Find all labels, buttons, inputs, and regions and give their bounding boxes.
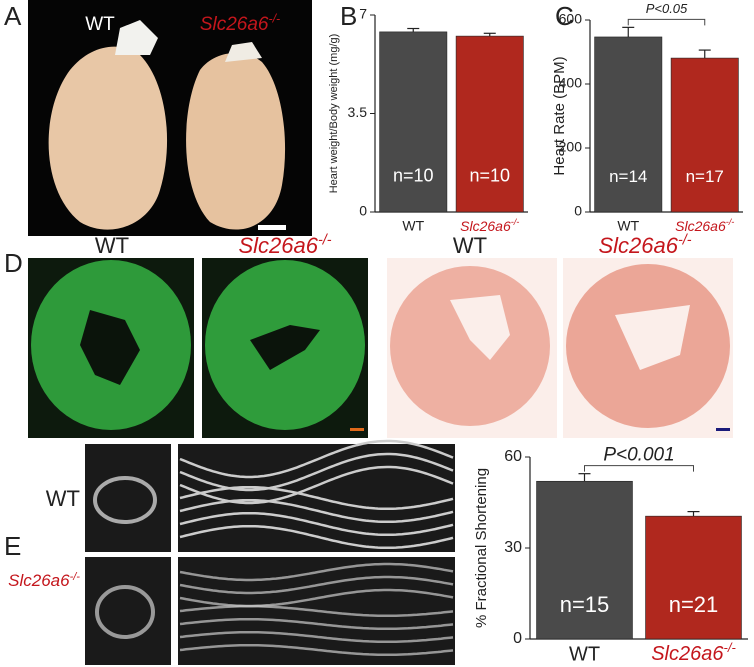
y-tick-label: 0: [513, 630, 522, 647]
echo-trace: [179, 630, 454, 644]
n-label: n=17: [686, 167, 724, 186]
y-tick-label: 3.5: [348, 104, 368, 120]
scale-bar: [716, 428, 730, 431]
x-tick-label: WT: [402, 218, 424, 234]
n-label: n=21: [669, 592, 719, 617]
y-tick-label: 60: [504, 448, 522, 465]
image-label: WT: [453, 233, 487, 258]
echo-image: [85, 557, 171, 665]
section-lumen: [250, 325, 320, 370]
panel-label: B: [340, 1, 357, 31]
y-tick-label: 0: [574, 203, 582, 219]
echo-trace: [179, 588, 454, 608]
echo-ring: [95, 585, 155, 639]
y-axis-label: Heart Rate (BPM): [551, 56, 568, 175]
echo-trace: [179, 575, 454, 595]
echo-trace: [179, 498, 454, 524]
n-label: n=10: [469, 165, 510, 185]
bar: [379, 31, 448, 213]
image-label: Slc26a6-/-: [238, 232, 331, 257]
echo-trace: [179, 485, 454, 511]
echo-trace: [179, 617, 454, 631]
echo-ring: [93, 476, 157, 524]
x-tick-label: Slc26a6-/-: [651, 641, 736, 666]
image-label: WT: [85, 14, 115, 35]
echo-trace: [179, 604, 454, 618]
echo-trace: [179, 439, 454, 479]
n-label: n=10: [393, 165, 434, 185]
bar: [536, 480, 633, 640]
n-label: n=14: [609, 167, 647, 186]
significance-bracket: [584, 465, 694, 472]
image-label: Slc26a6-/-: [8, 571, 80, 591]
image-label: WT: [46, 486, 80, 511]
significance-label: P<0.001: [603, 445, 674, 466]
significance-bracket: [627, 18, 706, 26]
heart-vessel: [225, 42, 262, 62]
scale-bar: [258, 225, 286, 230]
y-tick-label: 400: [559, 75, 583, 91]
panel-label: A: [4, 1, 22, 31]
y-tick-label: 600: [559, 11, 583, 27]
panel-label: D: [4, 248, 23, 278]
y-tick-label: 7: [359, 6, 367, 22]
x-tick-label: Slc26a6-/-: [460, 217, 519, 233]
bar: [670, 57, 739, 213]
n-label: n=15: [560, 592, 610, 617]
section-tissue: [390, 266, 550, 426]
section-lumen: [80, 310, 140, 385]
heart-wt: [48, 46, 168, 230]
image-label: WT: [95, 233, 129, 258]
section-lumen: [450, 295, 510, 360]
x-tick-label: WT: [617, 218, 639, 234]
bar: [455, 35, 524, 213]
image-label: Slc26a6-/-: [598, 232, 691, 257]
panel-label: C: [555, 1, 574, 31]
y-axis-label: Heart weight/Body weight (mg/g): [328, 34, 340, 194]
bar: [645, 515, 742, 640]
section-lumen: [615, 305, 690, 370]
echo-trace: [179, 524, 454, 550]
y-axis-label: % Fractional Shortening: [473, 468, 490, 628]
echo-trace: [179, 643, 454, 657]
bar: [594, 36, 663, 213]
y-tick-label: 200: [559, 139, 583, 155]
y-tick-label: 30: [504, 539, 522, 556]
image-label: Slc26a6-/-: [200, 12, 280, 35]
heart-ko: [186, 52, 286, 230]
scale-bar: [350, 428, 364, 431]
x-tick-label: Slc26a6-/-: [675, 217, 734, 233]
echo-trace: [179, 562, 454, 582]
panel-label: E: [4, 531, 21, 561]
significance-label: P<0.05: [646, 1, 688, 16]
echo-image: [85, 444, 171, 552]
y-tick-label: 0: [359, 203, 367, 219]
x-tick-label: WT: [569, 643, 600, 665]
heart-vessel: [115, 20, 158, 55]
echo-trace: [179, 511, 454, 537]
